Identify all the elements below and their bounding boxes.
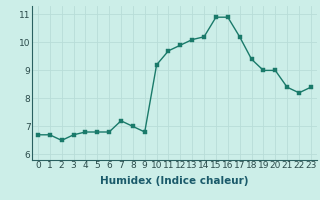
X-axis label: Humidex (Indice chaleur): Humidex (Indice chaleur)	[100, 176, 249, 186]
